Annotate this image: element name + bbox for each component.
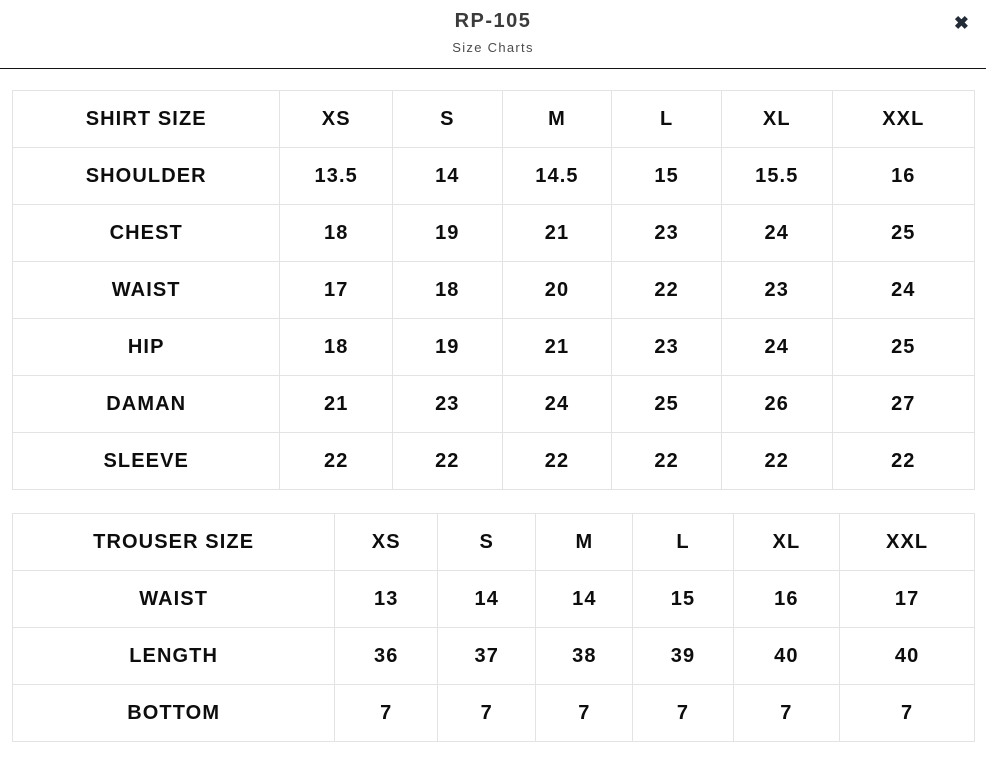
measurement-label: HIP [11, 318, 281, 376]
measurement-value: 23 [611, 204, 722, 262]
product-code-title: RP-105 [454, 9, 532, 32]
measurement-value: 27 [831, 375, 976, 433]
measurement-value: 7 [437, 684, 537, 742]
measurement-value: 16 [732, 570, 841, 628]
measurement-value: 14 [535, 570, 634, 628]
measurement-value: 22 [501, 432, 613, 490]
close-button[interactable]: ✖ [950, 10, 973, 36]
modal-header: RP-105 Size Charts ✖ [0, 0, 986, 69]
measurement-value: 24 [720, 204, 833, 262]
measurement-value: 13 [334, 570, 439, 628]
table-title-cell: SHIRT SIZE [11, 90, 281, 148]
measurement-label: BOTTOM [11, 684, 336, 742]
measurement-row: SLEEVE 22 22 22 22 22 22 [11, 432, 976, 490]
size-charts-subtitle: Size Charts [452, 39, 534, 55]
measurement-value: 40 [732, 627, 841, 685]
measurement-value: 26 [720, 375, 833, 433]
measurement-value: 16 [831, 147, 976, 205]
measurement-row: HIP 18 19 21 23 24 25 [11, 318, 976, 376]
measurement-value: 24 [720, 318, 833, 376]
trouser-size-table: TROUSER SIZE XS S M L XL XXL WAIST 13 14 14 15 16 17 L… [11, 513, 975, 742]
size-header-row: TROUSER SIZE XS S M L XL XXL [11, 513, 975, 571]
modal-titles: RP-105 Size Charts [452, 10, 534, 59]
measurement-label: DAMAN [11, 375, 281, 433]
measurement-value: 15 [611, 147, 722, 205]
measurement-row: LENGTH 36 37 38 39 40 40 [11, 627, 975, 685]
measurement-row: DAMAN 21 23 24 25 26 27 [11, 375, 976, 433]
measurement-value: 7 [632, 684, 734, 742]
measurement-value: 17 [279, 261, 393, 319]
measurement-row: WAIST 17 18 20 22 23 24 [11, 261, 976, 319]
measurement-value: 23 [391, 375, 503, 433]
size-column-header: XS [334, 513, 439, 571]
measurement-value: 25 [611, 375, 722, 433]
measurement-value: 23 [720, 261, 833, 319]
size-column-header: L [632, 513, 734, 571]
measurement-value: 20 [501, 261, 613, 319]
measurement-value: 24 [831, 261, 976, 319]
measurement-label: SLEEVE [11, 432, 281, 490]
shirt-size-table: SHIRT SIZE XS S M L XL XXL SHOULDER 13.5 14 14.5 15… [11, 90, 976, 490]
size-column-header: M [535, 513, 634, 571]
table-title-cell: TROUSER SIZE [11, 513, 336, 571]
size-column-header: M [501, 90, 613, 148]
size-column-header: XXL [839, 513, 975, 571]
measurement-value: 21 [501, 318, 613, 376]
size-column-header: S [437, 513, 537, 571]
measurement-label: LENGTH [11, 627, 336, 685]
size-column-header: S [391, 90, 503, 148]
measurement-value: 38 [535, 627, 634, 685]
close-icon: ✖ [953, 13, 969, 33]
size-column-header: XXL [831, 90, 976, 148]
size-column-header: XS [279, 90, 393, 148]
measurement-label: CHEST [11, 204, 281, 262]
measurement-value: 24 [501, 375, 613, 433]
measurement-value: 37 [437, 627, 537, 685]
measurement-value: 21 [279, 375, 393, 433]
measurement-label: WAIST [11, 570, 336, 628]
measurement-row: BOTTOM 7 7 7 7 7 7 [11, 684, 975, 742]
measurement-value: 25 [831, 204, 976, 262]
size-header-row: SHIRT SIZE XS S M L XL XXL [11, 90, 976, 148]
measurement-value: 19 [391, 204, 503, 262]
measurement-value: 7 [334, 684, 439, 742]
measurement-value: 22 [611, 261, 722, 319]
measurement-label: WAIST [11, 261, 281, 319]
measurement-value: 15 [632, 570, 734, 628]
size-column-header: XL [732, 513, 841, 571]
measurement-value: 19 [391, 318, 503, 376]
measurement-value: 7 [535, 684, 634, 742]
measurement-value: 13.5 [279, 147, 393, 205]
measurement-row: CHEST 18 19 21 23 24 25 [11, 204, 976, 262]
measurement-value: 14 [391, 147, 503, 205]
measurement-value: 18 [279, 204, 393, 262]
measurement-value: 17 [839, 570, 975, 628]
measurement-value: 14 [437, 570, 537, 628]
measurement-value: 36 [334, 627, 439, 685]
measurement-value: 15.5 [720, 147, 833, 205]
measurement-value: 22 [279, 432, 393, 490]
size-column-header: XL [720, 90, 833, 148]
measurement-value: 25 [831, 318, 976, 376]
measurement-value: 18 [279, 318, 393, 376]
measurement-value: 22 [611, 432, 722, 490]
measurement-value: 21 [501, 204, 613, 262]
measurement-value: 23 [611, 318, 722, 376]
measurement-value: 7 [839, 684, 975, 742]
measurement-value: 22 [391, 432, 503, 490]
measurement-row: WAIST 13 14 14 15 16 17 [11, 570, 975, 628]
measurement-value: 39 [632, 627, 734, 685]
measurement-value: 22 [720, 432, 833, 490]
measurement-value: 22 [831, 432, 976, 490]
size-column-header: L [611, 90, 722, 148]
measurement-row: SHOULDER 13.5 14 14.5 15 15.5 16 [11, 147, 976, 205]
measurement-value: 7 [732, 684, 841, 742]
measurement-value: 40 [839, 627, 975, 685]
measurement-value: 14.5 [501, 147, 613, 205]
measurement-label: SHOULDER [11, 147, 281, 205]
measurement-value: 18 [391, 261, 503, 319]
